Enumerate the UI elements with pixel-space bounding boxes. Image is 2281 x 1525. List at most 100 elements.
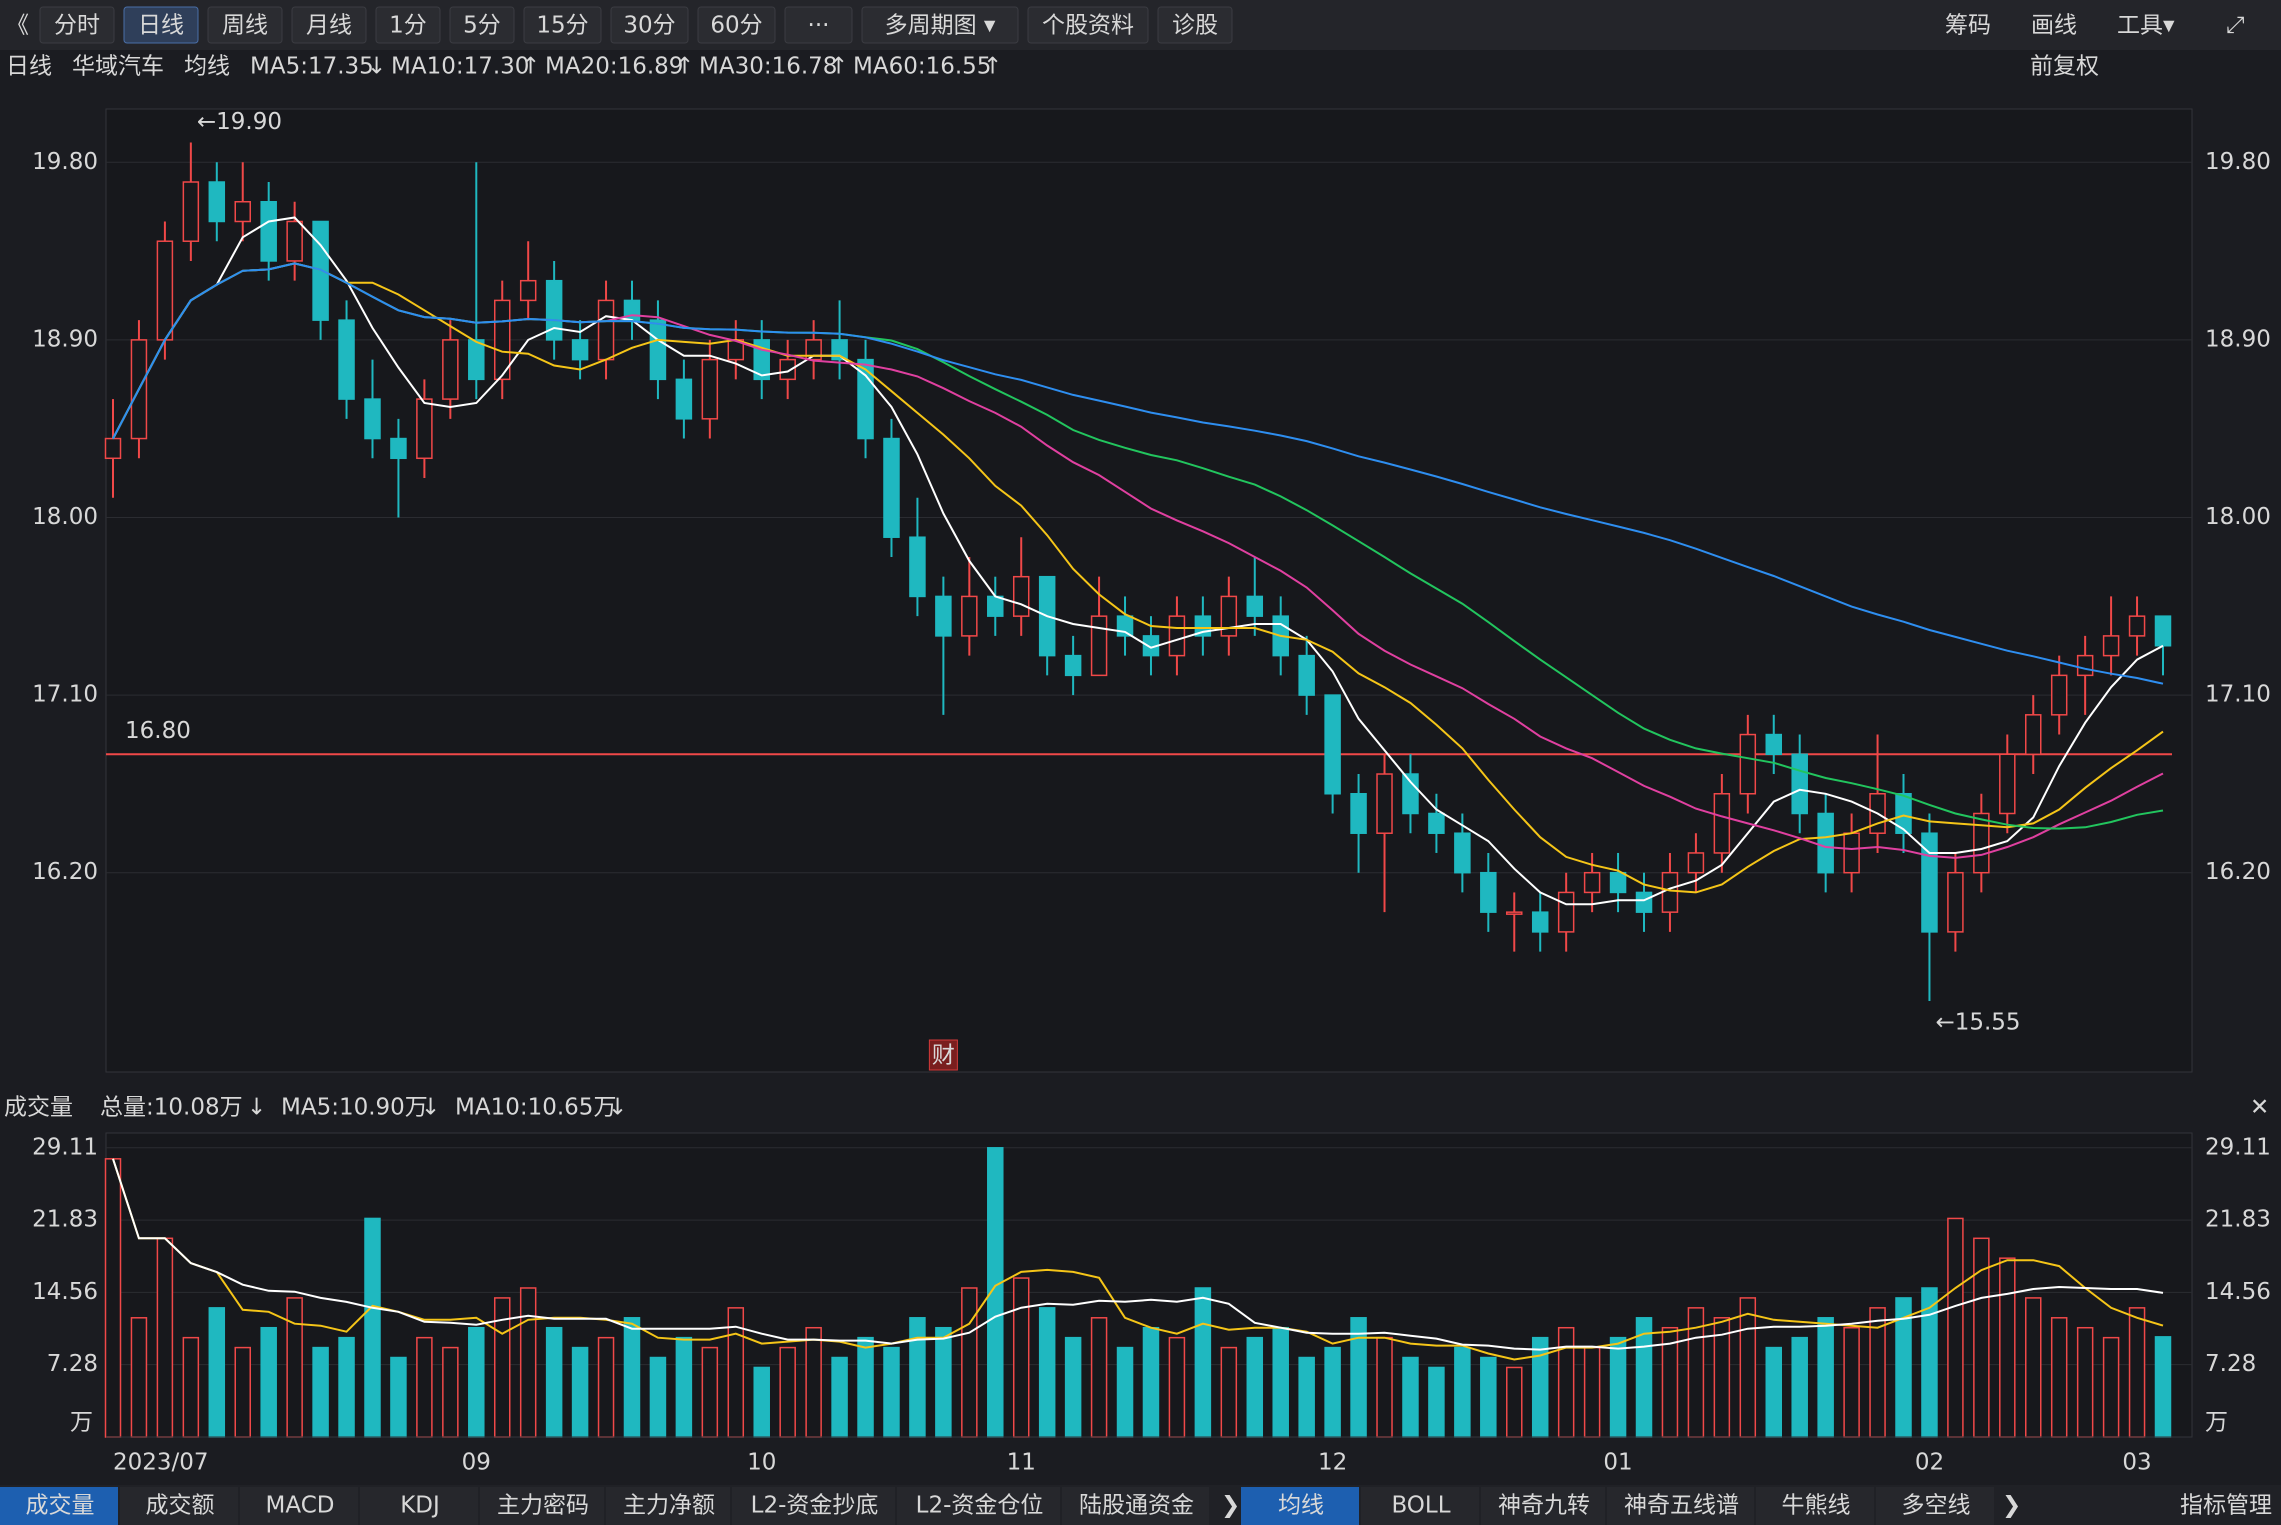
toolbar-button[interactable] — [523, 6, 602, 44]
toolbar-button[interactable] — [291, 6, 367, 44]
toolbar-button[interactable] — [375, 6, 441, 44]
toolbar-button-label[interactable]: ··· — [808, 13, 830, 39]
volume-bar — [1038, 1307, 1056, 1438]
tab-label[interactable]: 牛熊线 — [1782, 1493, 1851, 1519]
volume-bar — [1376, 1336, 1393, 1438]
candle-body — [2102, 635, 2120, 657]
ma-legend: MA10:17.30 — [391, 54, 529, 80]
candle-body — [416, 398, 433, 460]
ma-legend: MA30:16.78 — [699, 54, 837, 80]
tab[interactable] — [240, 1487, 358, 1525]
tab[interactable] — [897, 1487, 1060, 1525]
volume-bar — [935, 1326, 952, 1438]
toolbar-button-label[interactable]: 15分 — [536, 13, 588, 39]
candle-body — [1324, 694, 1341, 795]
candle-body — [338, 319, 355, 400]
event-marker[interactable]: 财 — [932, 1043, 955, 1069]
tab[interactable] — [732, 1487, 895, 1525]
tab[interactable] — [1607, 1487, 1754, 1525]
toolbar-button-label[interactable]: 月线 — [306, 13, 352, 39]
toolbar-button-label[interactable]: 1分 — [389, 13, 427, 39]
candle-body — [1298, 654, 1315, 696]
toolbar-button-label[interactable]: 30分 — [623, 13, 675, 39]
tab[interactable] — [480, 1487, 604, 1525]
back-icon[interactable]: 《 — [6, 13, 29, 39]
toolbar-button[interactable] — [784, 6, 853, 44]
toolbar-button-label[interactable]: 多周期图 ▾ — [885, 13, 996, 39]
tab[interactable] — [606, 1487, 730, 1525]
toolbar-button-label[interactable]: 个股资料 — [1042, 13, 1134, 39]
tab-label[interactable]: 成交量 — [26, 1493, 95, 1519]
toolbar-right-item[interactable]: 筹码 — [1945, 13, 1991, 39]
tab-label[interactable]: MACD — [266, 1493, 335, 1519]
tabs-manage[interactable]: 指标管理 — [2180, 1493, 2272, 1519]
volume-tick-label: 14.56 — [32, 1279, 98, 1305]
tab-label[interactable]: 多空线 — [1902, 1493, 1971, 1519]
volume-bar — [1402, 1356, 1419, 1438]
toolbar-button[interactable] — [610, 6, 689, 44]
ma-line — [112, 262, 2164, 685]
toolbar-button[interactable] — [449, 6, 515, 44]
event-marker-box[interactable] — [928, 1039, 958, 1071]
period-label: 日线 — [6, 54, 52, 80]
tab[interactable] — [1241, 1487, 1359, 1525]
tab-label[interactable]: 主力密码 — [497, 1493, 589, 1519]
tab-label[interactable]: KDJ — [400, 1493, 440, 1519]
toolbar-button[interactable] — [1157, 6, 1233, 44]
toolbar-button[interactable] — [123, 6, 199, 44]
volume-bar — [2025, 1297, 2042, 1438]
volume-legend-arrow: ↓ — [421, 1095, 440, 1121]
tab-label[interactable]: L2-资金抄底 — [751, 1493, 879, 1519]
tab[interactable] — [1876, 1487, 1994, 1525]
toolbar-button[interactable] — [39, 6, 115, 44]
toolbar-button-label[interactable]: 诊股 — [1172, 13, 1218, 39]
tab-label[interactable]: 陆股通资金 — [1079, 1493, 1194, 1519]
toolbar-button-label[interactable]: 日线 — [138, 13, 184, 39]
tabs-more[interactable]: ❯ — [1221, 1493, 1240, 1519]
y-tick-label: 18.90 — [32, 326, 98, 352]
toolbar-right-item[interactable]: 工具▾ — [2117, 13, 2175, 39]
candle-body — [1064, 654, 1082, 677]
tab[interactable] — [1361, 1487, 1479, 1525]
tab[interactable] — [120, 1487, 238, 1525]
toolbar-button[interactable] — [207, 6, 283, 44]
tab[interactable] — [0, 1487, 118, 1525]
tab-label[interactable]: 神奇五线谱 — [1624, 1493, 1739, 1519]
tab-label[interactable]: 主力净额 — [623, 1493, 715, 1519]
x-tick-label: 2023/07 — [113, 1450, 209, 1476]
candle-body — [468, 339, 485, 381]
toolbar-right-item[interactable]: ⤢ — [2226, 13, 2244, 39]
volume-close[interactable]: ✕ — [2250, 1095, 2269, 1121]
candle-body — [1739, 733, 1757, 795]
toolbar-button-label[interactable]: 分时 — [54, 13, 100, 39]
volume-bar — [1194, 1287, 1212, 1438]
tab[interactable] — [360, 1487, 478, 1525]
volume-bar — [1817, 1317, 1834, 1438]
toolbar-button-label[interactable]: 5分 — [463, 13, 501, 39]
toolbar-button-label[interactable]: 周线 — [222, 13, 268, 39]
adjust-label[interactable]: 前复权 — [2030, 54, 2099, 80]
tab-label[interactable]: L2-资金仓位 — [916, 1493, 1044, 1519]
toolbar-button-label[interactable]: 60分 — [710, 13, 762, 39]
candle-body — [909, 536, 926, 598]
tab[interactable] — [1756, 1487, 1874, 1525]
volume-bar — [571, 1346, 589, 1438]
candle-body — [234, 200, 251, 223]
x-tick-label: 03 — [2122, 1450, 2151, 1476]
tab-label[interactable]: 神奇九转 — [1498, 1493, 1590, 1519]
tab-label[interactable]: BOLL — [1391, 1493, 1450, 1519]
toolbar-button[interactable] — [697, 6, 776, 44]
tab-label[interactable]: 成交额 — [146, 1493, 215, 1519]
toolbar-right-item[interactable]: 画线 — [2031, 13, 2077, 39]
tab[interactable] — [1062, 1487, 1209, 1525]
y-tick-label-right: 17.10 — [2205, 682, 2271, 708]
tab-label[interactable]: 均线 — [1278, 1493, 1324, 1519]
volume-bar — [1012, 1277, 1030, 1438]
toolbar-button[interactable] — [861, 6, 1019, 44]
toolbar-button[interactable] — [1027, 6, 1149, 44]
tabs-more-right[interactable]: ❯ — [2002, 1493, 2021, 1519]
volume-bar — [2154, 1336, 2172, 1438]
candle-body — [1999, 753, 2016, 815]
tab[interactable] — [1481, 1487, 1605, 1525]
